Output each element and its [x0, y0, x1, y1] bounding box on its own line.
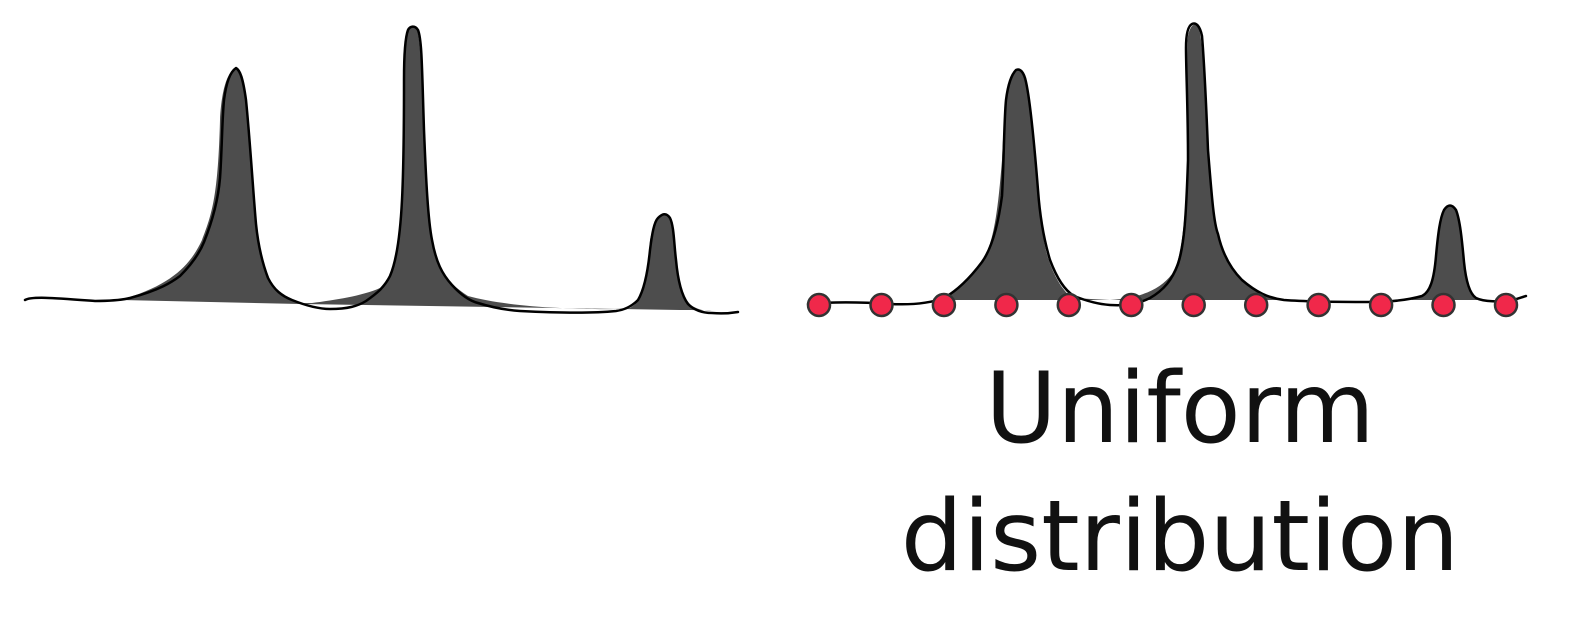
sample-point [994, 292, 1019, 318]
density-fill-left [120, 26, 712, 311]
caption-line-2: distribution [900, 480, 1460, 594]
sample-point [1306, 292, 1331, 318]
sample-point [1243, 292, 1269, 318]
density-outline-right [806, 22, 1528, 307]
sample-point [1431, 292, 1456, 318]
sample-points [806, 292, 1519, 318]
sample-point [1181, 292, 1206, 318]
caption-line-1: Uniform [985, 352, 1375, 466]
sample-point [931, 292, 957, 318]
sample-point [806, 292, 832, 318]
sample-point [869, 292, 894, 318]
density-curve-right [806, 22, 1528, 318]
sample-point [1368, 292, 1394, 318]
density-curve-left [23, 25, 740, 315]
sample-point [1056, 292, 1082, 318]
sample-point [1493, 292, 1519, 318]
caption-uniform-distribution: Uniform distribution [860, 345, 1500, 601]
sample-point [1119, 292, 1144, 318]
density-outline-left [23, 25, 740, 315]
